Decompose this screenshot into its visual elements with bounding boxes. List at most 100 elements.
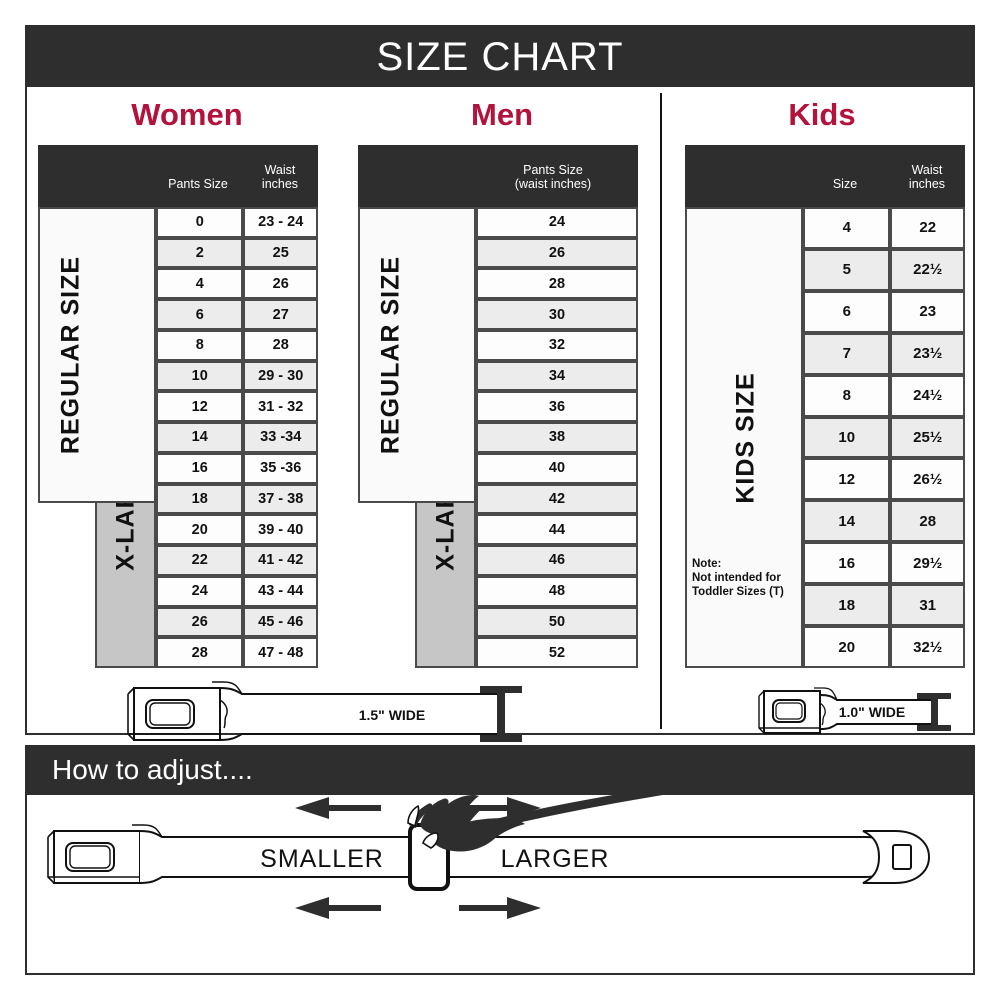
kids-cell-waist: 24½ <box>890 374 965 417</box>
women-cell-size: 18 <box>156 483 244 515</box>
table-row: 30 <box>476 299 638 330</box>
men-cell-size: 34 <box>476 360 638 392</box>
men-table-header: Pants Size (waist inches) <box>358 145 638 207</box>
women-cell-size: 26 <box>156 606 244 638</box>
how-to-adjust-illustration: SMALLER LARGER <box>25 795 975 975</box>
table-row: 18 31 <box>803 584 965 627</box>
table-row: 2 25 <box>156 237 318 269</box>
men-cell-size: 46 <box>476 545 638 576</box>
men-cell-size: 30 <box>476 299 638 330</box>
men-cell-size: 48 <box>476 575 638 607</box>
kids-note-line-3: Toddler Sizes (T) <box>692 586 784 598</box>
men-cell-size: 36 <box>476 391 638 423</box>
belt-direction-label-larger: LARGER <box>501 845 610 873</box>
table-row: 16 35 -36 <box>156 452 318 484</box>
men-cell-size: 44 <box>476 514 638 546</box>
vertical-divider <box>660 93 662 729</box>
kids-table-body: 4 22 5 22½ 6 23 7 23½ 8 24½ 10 25½ 12 26½ 14 28 16 29½ 18 3… <box>803 207 965 668</box>
women-table-header: Pants Size Waist inches <box>38 145 318 207</box>
kids-band-size: KIDS SIZE <box>685 207 803 668</box>
women-cell-waist: 35 -36 <box>243 452 318 484</box>
women-cell-waist: 23 - 24 <box>243 207 318 238</box>
kids-note: Note: Not intended for Toddler Sizes (T) <box>692 557 804 599</box>
women-cell-waist: 28 <box>243 329 318 361</box>
belt-direction-label-smaller: SMALLER <box>260 845 384 873</box>
women-cell-size: 6 <box>156 299 244 330</box>
panels-container: Women Men Kids Pants Size Waist inches X-… <box>27 87 973 742</box>
kids-cell-size: 14 <box>803 500 891 543</box>
men-cell-size: 28 <box>476 268 638 300</box>
women-cell-waist: 33 -34 <box>243 422 318 453</box>
table-row: 42 <box>476 483 638 515</box>
kids-note-line-2: Not intended for <box>692 572 781 584</box>
kids-cell-waist: 22 <box>890 207 965 249</box>
women-cell-size: 22 <box>156 545 244 576</box>
women-col-header-waist: Waist inches <box>261 163 299 191</box>
table-row: 34 <box>476 360 638 392</box>
table-row: 26 <box>476 237 638 269</box>
men-cell-size: 50 <box>476 606 638 638</box>
belt-width-label-kids: 1.0" WIDE <box>839 704 906 720</box>
women-cell-size: 16 <box>156 452 244 484</box>
table-row: 18 37 - 38 <box>156 483 318 515</box>
table-row: 10 25½ <box>803 416 965 459</box>
men-size-table: Pants Size (waist inches) X-LARGE REGULAR… <box>358 145 638 668</box>
kids-cell-size: 12 <box>803 458 891 501</box>
women-cell-waist: 26 <box>243 268 318 300</box>
women-cell-size: 2 <box>156 237 244 269</box>
women-cell-waist: 27 <box>243 299 318 330</box>
table-row: 0 23 - 24 <box>156 207 318 238</box>
table-row: 12 31 - 32 <box>156 391 318 423</box>
women-col-header-pants-size: Pants Size <box>168 177 228 191</box>
men-cell-size: 40 <box>476 452 638 484</box>
kids-cell-size: 5 <box>803 248 891 291</box>
women-cell-waist: 31 - 32 <box>243 391 318 423</box>
women-cell-waist: 37 - 38 <box>243 483 318 515</box>
men-cell-size: 42 <box>476 483 638 515</box>
table-row: 7 23½ <box>803 332 965 375</box>
kids-note-line-1: Note: <box>692 558 722 570</box>
kids-cell-waist: 26½ <box>890 458 965 501</box>
kids-cell-waist: 25½ <box>890 416 965 459</box>
table-row: 52 <box>476 637 638 668</box>
women-cell-waist: 41 - 42 <box>243 545 318 576</box>
table-row: 24 43 - 44 <box>156 575 318 607</box>
men-band-regular: REGULAR SIZE <box>358 207 476 503</box>
women-cell-size: 10 <box>156 360 244 392</box>
women-cell-size: 28 <box>156 637 244 668</box>
kids-band-label: KIDS SIZE <box>731 371 760 504</box>
how-to-adjust-header: How to adjust.... <box>25 745 975 795</box>
table-row: 28 47 - 48 <box>156 637 318 668</box>
table-row: 24 <box>476 207 638 238</box>
women-cell-size: 8 <box>156 329 244 361</box>
kids-cell-size: 8 <box>803 374 891 417</box>
men-cell-size: 26 <box>476 237 638 269</box>
kids-cell-size: 10 <box>803 416 891 459</box>
kids-cell-waist: 23½ <box>890 332 965 375</box>
table-row: 8 28 <box>156 329 318 361</box>
men-table-body: 24 26 28 30 32 34 36 38 40 42 44 46 48 50 52 <box>476 207 638 668</box>
table-row: 14 28 <box>803 500 965 543</box>
women-band-regular-label: REGULAR SIZE <box>56 255 85 455</box>
table-row: 8 24½ <box>803 374 965 417</box>
kids-cell-size: 7 <box>803 332 891 375</box>
table-row: 28 <box>476 268 638 300</box>
women-cell-size: 0 <box>156 207 244 238</box>
table-row: 20 32½ <box>803 626 965 668</box>
kids-cell-waist: 23 <box>890 290 965 333</box>
table-row: 38 <box>476 422 638 453</box>
men-cell-size: 24 <box>476 207 638 238</box>
kids-col-header-waist: Waist inches <box>908 163 946 191</box>
women-cell-waist: 45 - 46 <box>243 606 318 638</box>
section-heading-men: Men <box>471 97 533 132</box>
women-cell-size: 4 <box>156 268 244 300</box>
kids-cell-waist: 32½ <box>890 626 965 668</box>
title-bar: SIZE CHART <box>27 27 973 87</box>
women-cell-size: 24 <box>156 575 244 607</box>
table-row: 32 <box>476 329 638 361</box>
section-heading-kids: Kids <box>788 97 856 132</box>
women-cell-waist: 25 <box>243 237 318 269</box>
belt-width-diagram-kids: 1.0" WIDE <box>742 679 962 739</box>
women-cell-size: 14 <box>156 422 244 453</box>
kids-cell-size: 6 <box>803 290 891 333</box>
